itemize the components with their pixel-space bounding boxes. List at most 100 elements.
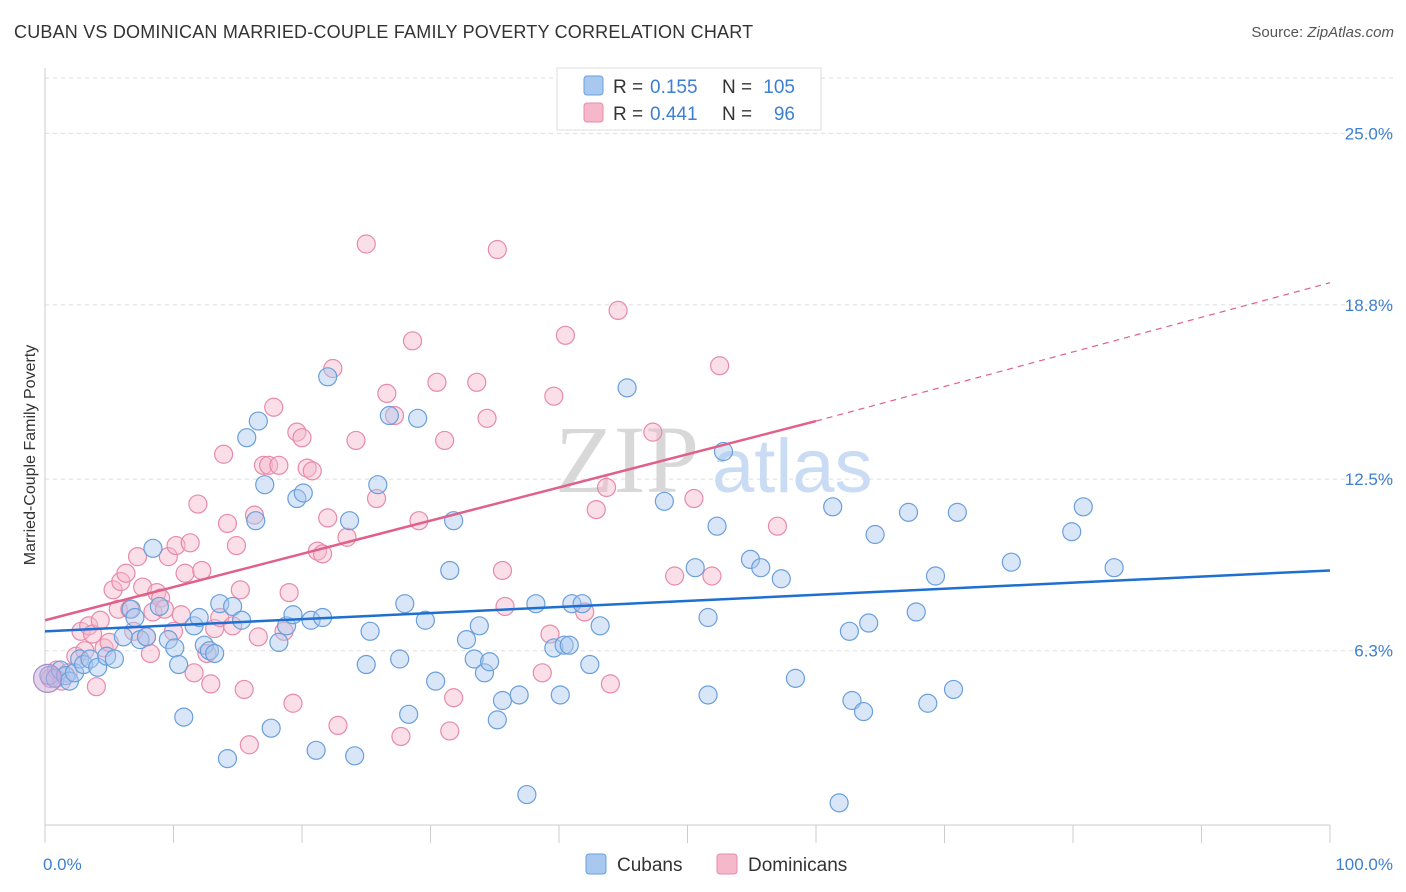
- y-tick-labels: 6.3% 12.5% 18.8% 25.0%: [1345, 124, 1393, 660]
- cubans-point: [408, 408, 428, 428]
- dominicans-trendline-extension: [815, 282, 1331, 422]
- stats-legend: R = 0.155 N = 105 R = 0.441 N = 96: [556, 67, 822, 131]
- cubans-point: [1104, 558, 1124, 578]
- dominicans-point: [226, 535, 247, 556]
- dominicans-point: [158, 547, 178, 567]
- dominicans-point: [217, 513, 238, 534]
- dominicans-legend-swatch: [716, 853, 738, 875]
- cubans-point: [223, 596, 243, 617]
- cubans-r-label: R =: [613, 77, 643, 98]
- cubans-point: [865, 524, 885, 545]
- cubans-point: [456, 630, 477, 650]
- dominicans-point: [239, 735, 259, 755]
- cubans-point: [149, 596, 169, 617]
- dominicans-point: [356, 234, 376, 254]
- cubans-point: [199, 641, 220, 661]
- cubans-point: [947, 502, 967, 522]
- dominicans-point: [175, 563, 195, 583]
- cubans-point: [125, 607, 145, 628]
- dominicans-point: [767, 516, 788, 536]
- cubans-point: [318, 367, 338, 387]
- dominicans-point: [116, 563, 136, 583]
- dominicans-point: [384, 405, 405, 426]
- dominicans-point: [184, 663, 204, 683]
- cubans-point: [839, 621, 860, 641]
- dominicans-point: [279, 582, 299, 603]
- dominicans-point: [302, 461, 322, 481]
- cubans-point: [943, 679, 964, 700]
- cubans-point: [415, 610, 435, 630]
- cubans-point: [842, 690, 862, 711]
- cubans-points: [32, 367, 1124, 813]
- dominicans-r-value: 0.441: [650, 104, 698, 125]
- dominicans-point: [297, 458, 317, 478]
- cubans-point: [925, 566, 946, 586]
- cubans-point: [707, 516, 727, 536]
- cubans-point: [859, 613, 879, 633]
- cubans-point: [580, 654, 600, 675]
- dominicans-point: [440, 721, 460, 741]
- cubans-point: [526, 594, 546, 614]
- watermark-atlas: atlas: [712, 424, 873, 509]
- dominicans-point: [180, 533, 200, 553]
- dominicans-point: [201, 674, 221, 694]
- cubans-legend-swatch: [585, 853, 607, 875]
- cubans-point: [590, 616, 610, 636]
- cubans-point: [474, 663, 495, 683]
- cubans-point: [261, 718, 281, 738]
- dominicans-point: [248, 627, 268, 647]
- x-tick-label-max: 100.0%: [1335, 855, 1393, 874]
- cubans-r-value: 0.155: [650, 77, 698, 98]
- dominicans-point: [292, 428, 312, 448]
- cubans-point: [685, 558, 705, 578]
- x-tick-label-min: 0.0%: [43, 855, 82, 874]
- dominicans-point: [258, 455, 279, 475]
- dominicans-point: [391, 726, 411, 747]
- chart-title: CUBAN VS DOMINICAN MARRIED-COUPLE FAMILY…: [14, 22, 754, 42]
- cubans-swatch: [583, 75, 604, 96]
- cubans-point: [469, 616, 489, 636]
- cubans-n-value: 105: [763, 77, 795, 98]
- dominicans-point: [269, 455, 289, 475]
- dominicans-point: [492, 560, 513, 581]
- dominicans-point: [328, 715, 348, 736]
- cubans-point: [509, 685, 529, 705]
- dominicans-point: [710, 356, 730, 376]
- dominicans-point: [444, 688, 464, 708]
- cubans-point: [464, 649, 484, 669]
- dominicans-r-label: R =: [613, 104, 643, 125]
- cubans-point: [237, 428, 257, 448]
- cubans-point: [829, 793, 849, 813]
- cubans-point: [174, 707, 194, 727]
- cubans-point: [554, 635, 574, 655]
- cubans-point: [339, 511, 360, 531]
- cubans-point: [480, 652, 500, 672]
- cubans-point: [426, 671, 446, 691]
- dominicans-trendline: [44, 419, 817, 622]
- cubans-point: [248, 411, 268, 431]
- cubans-point: [345, 746, 365, 766]
- cubans-point: [823, 497, 843, 517]
- cubans-point: [189, 607, 209, 628]
- cubans-point: [194, 635, 214, 655]
- dominicans-point: [402, 331, 423, 351]
- y-tick-label: 12.5%: [1345, 470, 1393, 489]
- dominicans-point: [377, 383, 397, 403]
- dominicans-n-value: 96: [774, 104, 795, 125]
- cubans-point: [390, 649, 410, 669]
- dominicans-point: [188, 494, 208, 514]
- dominicans-point: [90, 610, 110, 630]
- cubans-point: [293, 483, 313, 503]
- y-tick-label: 6.3%: [1354, 642, 1393, 661]
- cubans-point: [169, 654, 189, 675]
- cubans-point: [97, 646, 117, 666]
- dominicans-point: [608, 300, 628, 320]
- dominicans-point: [409, 511, 429, 531]
- dominicans-point: [127, 547, 148, 567]
- dominicans-swatch: [583, 102, 604, 123]
- dominicans-point: [253, 455, 274, 475]
- cubans-trendline: [44, 569, 1331, 633]
- watermark-zip: ZIP: [555, 406, 699, 513]
- dominicans-point: [435, 430, 455, 451]
